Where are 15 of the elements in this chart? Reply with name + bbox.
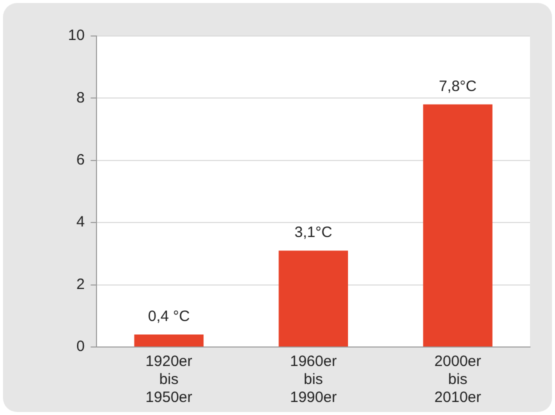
bar [278,250,348,346]
y-tick-label: 8 [76,89,85,106]
bar [423,104,492,346]
x-tick-label: 2000er bis 2010er [434,353,482,406]
y-tick-label: 4 [76,214,85,231]
x-tick-label: 1960er bis 1990er [290,353,337,406]
y-tick-label: 10 [68,27,85,44]
y-tick-label: 2 [76,276,85,293]
data-label: 0,4 °C [148,308,190,326]
data-label: 3,1°C [294,224,332,242]
data-label: 7,8°C [438,78,477,96]
x-tick-label: 1920er bis 1950er [146,353,192,406]
bar [134,334,204,346]
y-tick-label: 6 [76,152,85,169]
y-tick-label: 0 [76,338,85,356]
